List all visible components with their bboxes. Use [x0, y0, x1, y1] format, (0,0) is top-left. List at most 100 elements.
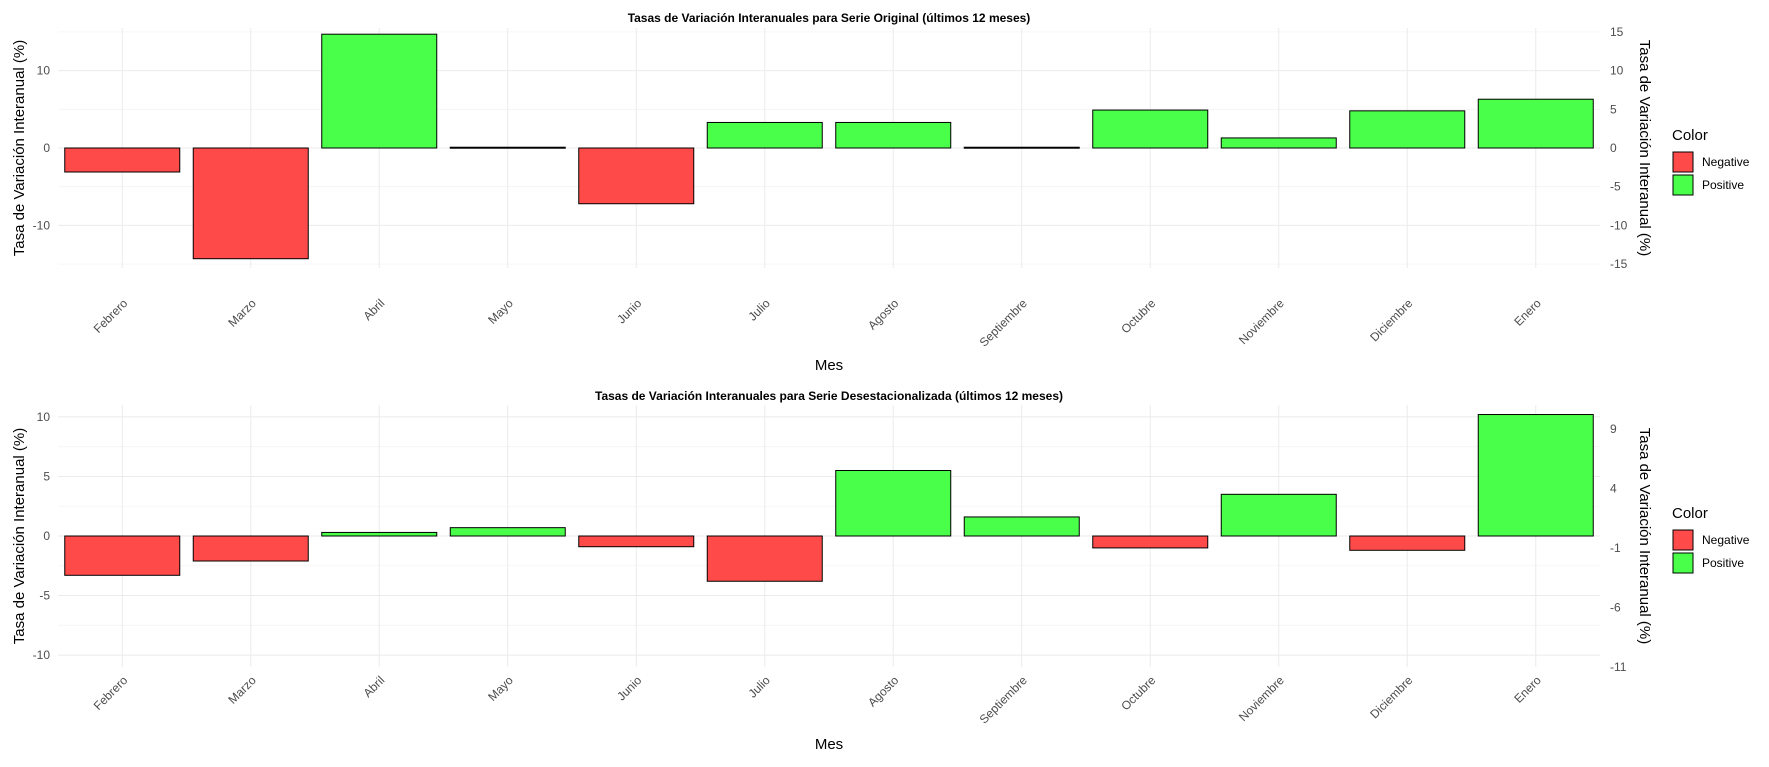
minor-gridlines [58, 31, 1600, 265]
y-tick-label-right: 0 [1610, 141, 1617, 155]
x-tick-label: Julio [746, 296, 774, 324]
bar-septiembre [963, 146, 1080, 149]
chart-title: Tasas de Variación Interanuales para Ser… [628, 11, 1031, 25]
bar-septiembre [963, 516, 1080, 537]
bar-agosto [835, 121, 952, 149]
bars [64, 414, 1594, 582]
bar-julio [706, 121, 823, 149]
x-tick-label: Febrero [91, 673, 131, 713]
x-tick-label: Diciembre [1367, 296, 1415, 344]
x-tick-label: Enero [1511, 296, 1544, 329]
legend: Color Negative Positive [1672, 505, 1750, 574]
x-axis-title: Mes [815, 736, 843, 753]
bar-marzo [192, 147, 309, 260]
y-tick-label-right: 9 [1610, 422, 1617, 436]
x-axis-ticks: Febrero Marzo Abril Mayo Junio Julio Agosto Sep… [91, 296, 1544, 350]
x-tick-label: Febrero [91, 296, 131, 336]
legend-label-positive: Positive [1702, 556, 1744, 570]
bar-junio [578, 147, 695, 205]
bar-agosto [835, 470, 952, 537]
y-tick-label-right: -11 [1610, 660, 1627, 674]
bar-abril [321, 531, 438, 537]
bar-mayo [449, 527, 566, 537]
x-tick-label: Septiembre [977, 673, 1031, 727]
y-axis-right-ticks: -15 -10 -5 0 5 10 15 [1610, 25, 1628, 271]
x-tick-label: Noviembre [1236, 296, 1287, 347]
y-tick-label-left: -5 [39, 589, 50, 603]
y-tick-label-left: -10 [33, 218, 51, 232]
x-tick-label: Enero [1511, 673, 1544, 706]
x-tick-label: Diciembre [1367, 673, 1415, 721]
legend: Color Negative Positive [1672, 127, 1750, 196]
bar-febrero [64, 147, 181, 173]
bar-noviembre [1220, 493, 1337, 537]
legend-swatch-positive [1672, 552, 1694, 574]
legend-title: Color [1672, 127, 1708, 144]
minor-gridlines [58, 446, 1600, 626]
y-axis-left-ticks: -10 -5 0 5 10 [33, 410, 51, 662]
bar-enero [1477, 98, 1594, 149]
y-axis-title-left: Tasa de Variación Interanual (%) [11, 40, 28, 257]
bar-mayo [449, 146, 566, 149]
x-tick-label: Octubre [1118, 673, 1158, 713]
legend-swatch-negative [1672, 151, 1694, 173]
x-tick-label: Junio [614, 673, 644, 703]
x-tick-label: Agosto [865, 296, 902, 333]
y-tick-label-right: -1 [1610, 541, 1621, 555]
chart-title: Tasas de Variación Interanuales para Ser… [595, 389, 1063, 403]
bar-diciembre [1349, 110, 1466, 149]
y-tick-label-left: 10 [37, 410, 51, 424]
bars [64, 33, 1594, 260]
y-tick-label-right: -10 [1610, 218, 1628, 232]
y-axis-right-ticks: -11 -6 -1 4 9 [1610, 422, 1627, 674]
y-tick-label-left: -10 [33, 648, 51, 662]
x-tick-label: Noviembre [1236, 673, 1287, 724]
y-axis-left-ticks: -10 0 10 [33, 64, 51, 233]
x-axis-ticks: Febrero Marzo Abril Mayo Junio Julio Agosto Sep… [91, 673, 1544, 727]
x-tick-label: Junio [614, 296, 644, 326]
bar-febrero [64, 535, 181, 576]
chart-panel-2: Tasas de Variación Interanuales para Ser… [11, 389, 1750, 753]
y-tick-label-right: 15 [1610, 25, 1624, 39]
bar-abril [321, 33, 438, 149]
legend-label-negative: Negative [1702, 533, 1750, 547]
bar-junio [578, 535, 695, 548]
legend-label-positive: Positive [1702, 178, 1744, 192]
x-tick-label: Agosto [865, 673, 902, 710]
y-axis-title-left: Tasa de Variación Interanual (%) [11, 428, 28, 645]
y-tick-label-left: 10 [37, 64, 51, 78]
x-axis-title: Mes [815, 357, 843, 374]
bar-octubre [1092, 109, 1209, 149]
y-axis-title-right: Tasa de Variación Interanual (%) [1636, 40, 1653, 257]
y-tick-label-right: -15 [1610, 257, 1628, 271]
y-axis-title-right: Tasa de Variación Interanual (%) [1636, 428, 1653, 645]
y-tick-label-right: -5 [1610, 180, 1621, 194]
x-tick-label: Marzo [225, 673, 259, 707]
x-tick-label: Marzo [225, 296, 259, 330]
y-tick-label-left: 5 [43, 469, 50, 483]
y-tick-label-right: -6 [1610, 600, 1621, 614]
x-tick-label: Octubre [1118, 296, 1158, 336]
legend-title: Color [1672, 505, 1708, 522]
y-tick-label-right: 4 [1610, 481, 1617, 495]
legend-label-negative: Negative [1702, 155, 1750, 169]
y-tick-label-right: 10 [1610, 64, 1624, 78]
x-tick-label: Mayo [485, 296, 516, 327]
bar-marzo [192, 535, 309, 562]
bar-diciembre [1349, 535, 1466, 551]
legend-swatch-positive [1672, 174, 1694, 196]
x-tick-label: Septiembre [977, 296, 1031, 350]
x-tick-label: Mayo [485, 673, 516, 704]
chart-panel-1: Tasas de Variación Interanuales para Ser… [11, 11, 1750, 374]
bar-julio [706, 535, 823, 582]
y-tick-label-right: 5 [1610, 102, 1617, 116]
x-tick-label: Julio [746, 673, 774, 701]
bar-enero [1477, 414, 1594, 537]
y-tick-label-left: 0 [43, 141, 50, 155]
bar-octubre [1092, 535, 1209, 549]
x-tick-label: Abril [360, 296, 387, 323]
bar-noviembre [1220, 137, 1337, 149]
legend-swatch-negative [1672, 529, 1694, 551]
